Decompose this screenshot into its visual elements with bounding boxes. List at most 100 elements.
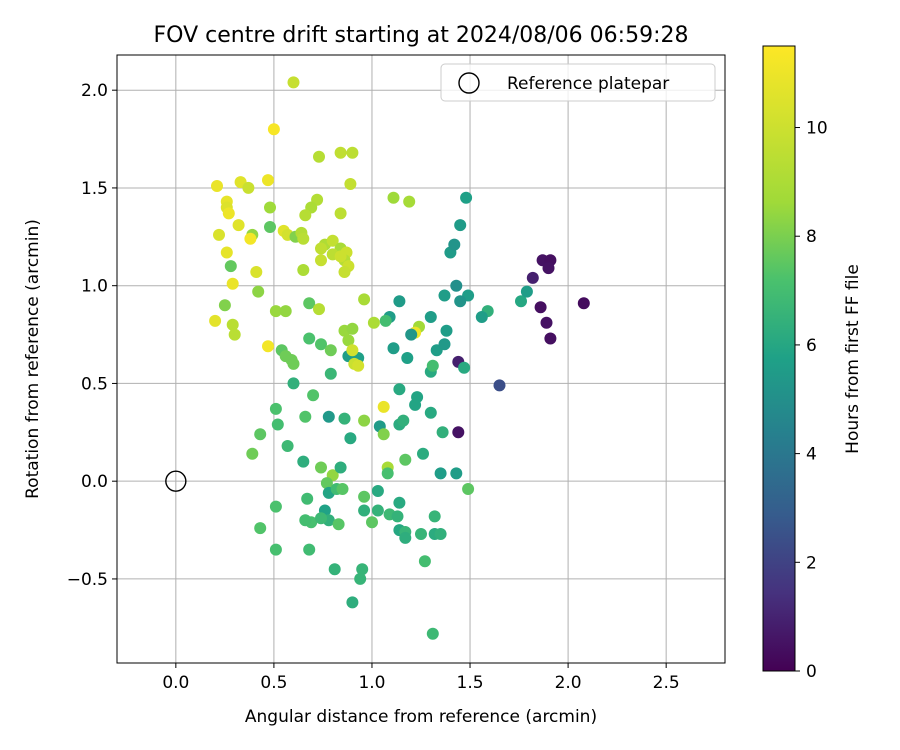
data-point: [326, 234, 339, 247]
data-point: [475, 311, 488, 323]
data-point: [393, 496, 406, 509]
data-point: [367, 316, 380, 329]
data-point: [358, 504, 371, 517]
data-point: [244, 232, 257, 245]
data-point: [338, 412, 351, 425]
data-point: [344, 178, 357, 190]
x-tick-label: 1.5: [457, 673, 484, 693]
data-point: [454, 295, 467, 308]
data-point: [315, 461, 327, 474]
y-tick-label: 0.5: [81, 374, 108, 394]
data-point: [269, 402, 282, 415]
data-point: [334, 207, 347, 220]
data-point: [379, 314, 392, 327]
reference-marker-group: [165, 470, 187, 492]
data-point: [213, 228, 225, 241]
data-point: [418, 555, 431, 568]
data-point: [342, 334, 355, 347]
y-axis-label: Rotation from reference (arcmin): [23, 219, 43, 499]
x-tick-label: 2.5: [653, 673, 680, 693]
data-point: [232, 219, 245, 232]
data-point: [220, 246, 233, 259]
colorbar-tick-label: 8: [806, 227, 817, 247]
colorbar-tick-label: 6: [806, 336, 817, 356]
data-point: [436, 426, 449, 439]
data-point: [322, 410, 335, 423]
y-tick-label: 1.5: [81, 179, 108, 199]
data-point: [417, 447, 429, 460]
colorbar-tick-label: 4: [806, 445, 817, 465]
y-tick-label: 0.0: [81, 472, 108, 492]
data-point: [411, 391, 424, 404]
data-point: [299, 514, 312, 527]
data-point: [462, 483, 475, 495]
x-axis-label: Angular distance from reference (arcmin): [245, 707, 597, 727]
data-points: [209, 76, 590, 640]
x-tick-label: 2.0: [555, 673, 582, 693]
data-point: [397, 414, 410, 427]
data-point: [320, 477, 333, 490]
data-point: [440, 324, 453, 337]
data-point: [424, 311, 437, 323]
data-point: [346, 344, 359, 357]
data-point: [401, 352, 414, 364]
data-point: [250, 266, 263, 278]
legend-marker-open-circle: [458, 72, 480, 94]
data-point: [313, 303, 325, 316]
data-point: [434, 467, 447, 480]
data-point: [354, 572, 367, 585]
colorbar-tick-label: 10: [806, 119, 828, 139]
data-point: [542, 262, 555, 275]
data-point: [297, 232, 310, 245]
data-point: [450, 467, 463, 480]
colorbar-tick-label: 2: [806, 553, 817, 573]
x-tick-label: 0.5: [260, 673, 287, 693]
data-point: [264, 221, 276, 233]
data-point: [226, 277, 239, 290]
y-tick-label: 2.0: [81, 81, 108, 101]
data-point: [218, 299, 231, 312]
data-point: [387, 191, 400, 204]
data-point: [254, 428, 267, 441]
data-point: [438, 289, 451, 302]
data-point: [264, 201, 276, 214]
colorbar: 0 2 4 6 8 10 Hours from first FF file: [762, 45, 863, 682]
data-point: [448, 238, 461, 251]
x-tick-label: 0.0: [162, 673, 189, 693]
data-point: [303, 543, 316, 556]
data-point: [356, 563, 369, 576]
data-point: [460, 191, 473, 204]
data-point: [262, 340, 274, 353]
x-axis-ticks: 0.0 0.5 1.0 1.5 2.0 2.5: [162, 663, 680, 693]
data-point: [520, 285, 533, 298]
data-point: [269, 305, 282, 318]
data-point: [315, 254, 327, 267]
data-point: [287, 76, 300, 89]
data-point: [403, 195, 416, 208]
data-point: [540, 316, 553, 329]
plot-frame: [116, 54, 726, 664]
data-point: [287, 377, 300, 390]
data-point: [346, 146, 359, 159]
data-point: [328, 563, 341, 576]
data-point: [303, 332, 316, 345]
data-point: [315, 242, 327, 255]
y-axis-ticks: −0.5 0.0 0.5 1.0 1.5 2.0: [67, 81, 117, 590]
colorbar-label: Hours from first FF file: [843, 264, 863, 454]
data-point: [577, 297, 590, 310]
data-point: [399, 453, 412, 466]
data-point: [371, 485, 384, 497]
data-point: [438, 338, 451, 351]
data-point: [344, 432, 357, 445]
data-point: [269, 543, 282, 556]
data-point: [279, 305, 292, 318]
data-point: [209, 314, 222, 327]
data-point: [454, 219, 467, 232]
data-point: [252, 285, 265, 298]
data-point: [452, 426, 465, 439]
data-point: [307, 389, 320, 402]
data-point: [458, 361, 471, 374]
data-point: [334, 461, 347, 474]
data-point: [515, 295, 527, 308]
